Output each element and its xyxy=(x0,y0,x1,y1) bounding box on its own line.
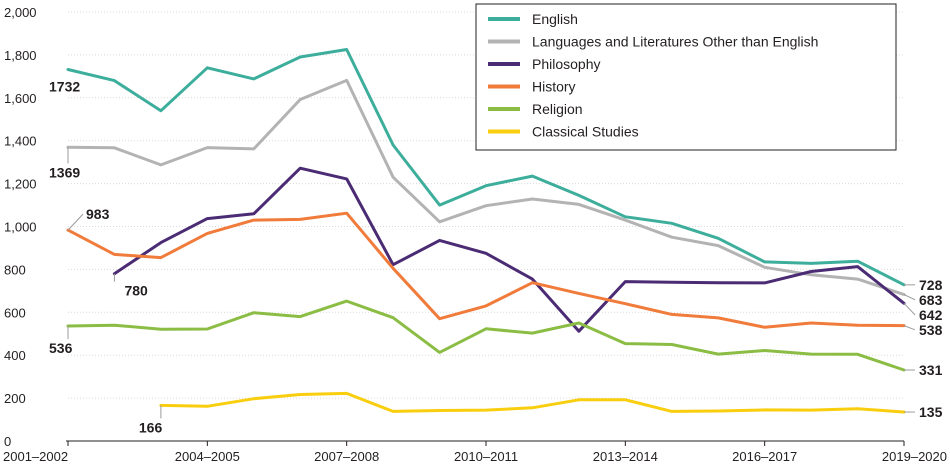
y-tick-label: 400 xyxy=(4,348,26,363)
end-label-leader xyxy=(903,325,916,331)
legend-item-languages-and-literatures-other-than-english: Languages and Literatures Other than Eng… xyxy=(532,34,818,50)
y-tick-label: 1,400 xyxy=(4,134,37,149)
x-tick-label: 2019–2020 xyxy=(882,449,947,464)
y-tick-label: 1,800 xyxy=(4,48,37,63)
legend-item-philosophy: Philosophy xyxy=(532,56,601,72)
x-tick-label: 2016–2017 xyxy=(732,449,797,464)
start-label-leader xyxy=(67,213,84,231)
x-tick-label: 2007–2008 xyxy=(314,449,379,464)
y-tick-label: 1,200 xyxy=(4,177,37,192)
series-lines xyxy=(66,48,906,414)
legend-box xyxy=(475,3,897,151)
y-tick-label: 1,000 xyxy=(4,220,37,235)
end-label-history: 538 xyxy=(919,322,943,338)
y-tick-label: 1,600 xyxy=(4,91,37,106)
legend-item-english: English xyxy=(532,11,578,27)
legend-item-religion: Religion xyxy=(532,101,583,117)
y-tick-label: 200 xyxy=(4,391,26,406)
series-line-languages-and-literatures-other-than-english xyxy=(66,78,906,296)
start-label-history: 983 xyxy=(86,206,110,222)
x-tick-label: 2013–2014 xyxy=(593,449,658,464)
end-label-philosophy: 642 xyxy=(919,307,943,323)
legend-item-classical-studies: Classical Studies xyxy=(532,124,639,140)
y-tick-label: 800 xyxy=(4,262,26,277)
y-axis: 0 200 400 600 800 1,000 1,200 1,400 1,600 1,800 2,… xyxy=(4,5,37,449)
end-label-leader xyxy=(903,302,916,316)
start-label-languages-and-literatures-other-than-english: 1369 xyxy=(49,164,80,180)
start-label-philosophy: 780 xyxy=(124,283,148,299)
end-label-leader xyxy=(903,294,916,301)
x-axis: 2001–2002 2004–2005 2007–2008 2010–2011 2013… xyxy=(3,440,947,464)
start-label-classical-studies: 166 xyxy=(139,419,163,435)
x-tick-label: 2010–2011 xyxy=(454,449,518,464)
end-label-classical-studies: 135 xyxy=(919,404,943,420)
start-label-english: 1732 xyxy=(49,78,80,94)
y-tick-label: 0 xyxy=(4,434,11,449)
legend: English Languages and Literatures Other t… xyxy=(475,3,897,151)
end-label-languages-and-literatures-other-than-english: 683 xyxy=(919,292,943,308)
series-line-english xyxy=(66,48,906,287)
start-label-religion: 536 xyxy=(49,340,73,356)
end-label-religion: 331 xyxy=(919,362,943,378)
x-tick-label: 2001–2002 xyxy=(3,449,68,464)
y-tick-label: 2,000 xyxy=(4,5,37,20)
y-tick-label: 600 xyxy=(4,305,26,320)
series-line-philosophy xyxy=(112,166,906,333)
x-tick-label: 2004–2005 xyxy=(175,449,240,464)
series-line-history xyxy=(66,211,906,329)
series-line-religion xyxy=(66,299,906,372)
legend-item-history: History xyxy=(532,79,576,95)
end-label-english: 728 xyxy=(919,277,943,293)
series-line-classical-studies xyxy=(159,391,906,414)
